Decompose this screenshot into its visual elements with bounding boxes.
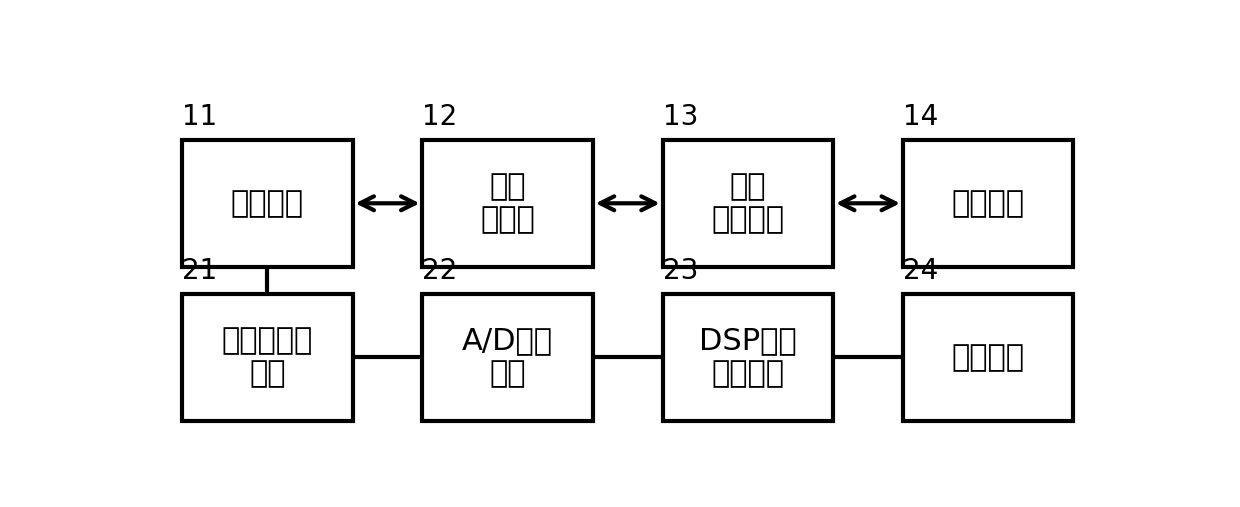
Text: DSP数据
处理单元: DSP数据 处理单元	[699, 326, 796, 388]
Text: 11: 11	[182, 102, 217, 130]
Bar	[662, 294, 833, 421]
Text: 激光光源: 激光光源	[231, 189, 304, 218]
Text: 输出终端: 输出终端	[951, 343, 1024, 372]
Text: 13: 13	[662, 102, 698, 130]
Bar	[903, 294, 1074, 421]
Text: 14: 14	[903, 102, 939, 130]
Text: 信号预处理
电路: 信号预处理 电路	[222, 326, 312, 388]
Bar	[182, 294, 352, 421]
Text: A/D转换
电路: A/D转换 电路	[463, 326, 553, 388]
Text: 21: 21	[182, 257, 217, 284]
Text: 载物平台: 载物平台	[951, 189, 1024, 218]
Bar	[903, 140, 1074, 267]
Text: 23: 23	[662, 257, 698, 284]
Bar	[423, 140, 593, 267]
Bar	[662, 140, 833, 267]
Text: 光路
折返单元: 光路 折返单元	[712, 172, 785, 235]
Text: 12: 12	[423, 102, 458, 130]
Text: 24: 24	[903, 257, 939, 284]
Text: 相位
调节器: 相位 调节器	[480, 172, 534, 235]
Bar	[182, 140, 352, 267]
Bar	[423, 294, 593, 421]
Text: 22: 22	[423, 257, 458, 284]
